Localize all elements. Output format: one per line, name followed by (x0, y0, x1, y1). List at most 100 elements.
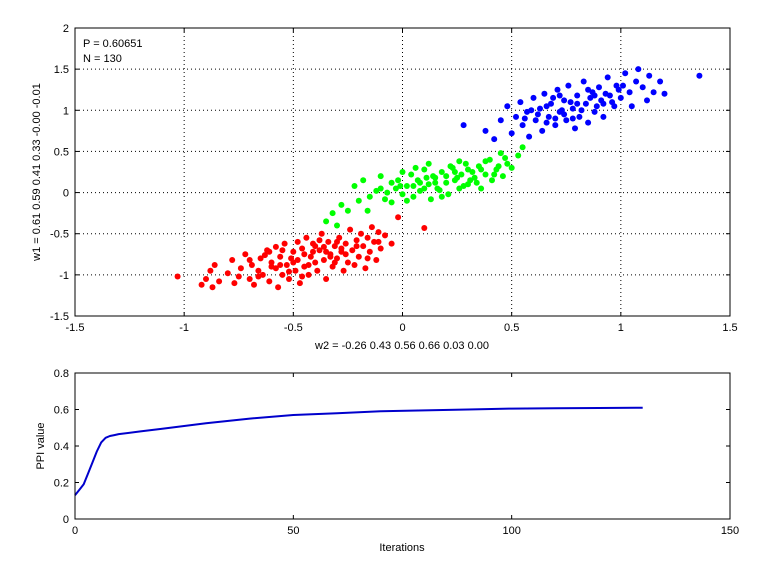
scatter-point (207, 267, 214, 274)
scatter-y-axis-label: w1 = 0.61 0.59 0.41 0.33 -0.00 -0.01 (31, 83, 43, 262)
y-tick-label: 0.2 (54, 478, 69, 490)
scatter-point (408, 171, 415, 178)
x-tick-label: -0.5 (284, 322, 303, 334)
scatter-point (299, 245, 306, 252)
scatter-point (447, 163, 454, 170)
y-tick-label: 0.4 (54, 441, 69, 453)
scatter-point (268, 259, 275, 266)
scatter-point (242, 251, 249, 258)
scatter-point (395, 177, 402, 184)
scatter-point (235, 273, 242, 280)
scatter-point (388, 179, 395, 186)
scatter-point (462, 160, 469, 167)
scatter-point (305, 271, 312, 278)
scatter-point (545, 113, 552, 120)
scatter-point (576, 113, 583, 120)
scatter-point (657, 78, 664, 85)
scatter-point (246, 276, 253, 282)
scatter-point (646, 72, 653, 79)
scatter-point (281, 240, 288, 247)
scatter-point (316, 237, 323, 244)
scatter-point (519, 144, 526, 151)
x-tick-label: 100 (502, 525, 520, 537)
scatter-point (403, 183, 410, 189)
scatter-point (482, 127, 489, 134)
scatter-point (209, 284, 216, 291)
scatter-point (458, 171, 465, 178)
scatter-point (410, 183, 417, 189)
x-tick-label: -1 (179, 322, 189, 334)
y-tick-label: 1.5 (54, 64, 69, 76)
scatter-point (412, 164, 419, 171)
scatter-point (502, 155, 509, 161)
scatter-point (482, 158, 489, 165)
scatter-point (388, 240, 395, 247)
scatter-point (521, 115, 528, 122)
scatter-point (344, 259, 351, 266)
scatter-point (554, 86, 561, 93)
scatter-x-axis-label: w2 = -0.26 0.43 0.56 0.66 0.03 0.00 (314, 340, 489, 352)
scatter-point (275, 284, 282, 291)
scatter-point (585, 119, 592, 126)
scatter-point (430, 173, 437, 180)
scatter-point (334, 222, 340, 229)
scatter-point (572, 125, 578, 132)
scatter-point (231, 280, 238, 287)
x-tick-label: 0 (399, 322, 405, 334)
scatter-point (251, 281, 257, 288)
scatter-point (340, 267, 347, 274)
scatter-point (421, 185, 428, 192)
scatter-point (347, 226, 354, 233)
line-plot: 0 50 100 150 0 0.2 0.4 0.6 0.8 Iterations PPI va… (35, 368, 739, 554)
scatter-point (565, 82, 572, 89)
scatter-point (283, 262, 290, 268)
scatter-point (375, 238, 382, 245)
scatter-point (277, 253, 284, 260)
scatter-point (382, 232, 388, 239)
scatter-point (526, 133, 533, 140)
scatter-point (360, 243, 367, 250)
scatter-point (574, 92, 581, 99)
scatter-point (373, 187, 380, 194)
line-axes-background (75, 373, 730, 519)
scatter-point (237, 265, 244, 272)
scatter-point (602, 90, 609, 97)
scatter-point (327, 253, 334, 260)
scatter-point (543, 103, 550, 110)
scatter-point (460, 122, 467, 129)
scatter-point (541, 90, 548, 97)
scatter-point (425, 181, 432, 188)
scatter-point (353, 237, 360, 244)
scatter-point (338, 201, 345, 208)
scatter-point (375, 229, 382, 236)
scatter-point (329, 210, 336, 217)
scatter-point (266, 278, 273, 285)
scatter-point (591, 92, 598, 99)
scatter-point (366, 248, 373, 255)
scatter-point (373, 257, 380, 263)
scatter-point (569, 105, 576, 112)
line-ticks: 0 50 100 150 0 0.2 0.4 0.6 0.8 (54, 368, 739, 537)
scatter-point (316, 247, 323, 254)
scatter-point (371, 238, 378, 245)
scatter-point (478, 166, 485, 173)
scatter-point (323, 276, 330, 282)
scatter-point (550, 94, 557, 101)
scatter-point (318, 230, 325, 237)
scatter-point (569, 115, 576, 122)
scatter-point (310, 248, 316, 255)
scatter-point (445, 191, 452, 198)
annotation-p-value: P = 0.60651 (83, 38, 142, 50)
scatter-point (556, 92, 563, 99)
scatter-point (290, 248, 297, 255)
scatter-point (303, 234, 310, 241)
scatter-point (530, 94, 537, 101)
scatter-point (294, 238, 301, 245)
scatter-point (358, 230, 364, 237)
scatter-point (203, 276, 209, 282)
scatter-point (427, 196, 434, 203)
scatter-point (561, 97, 568, 104)
scatter-point (224, 270, 231, 277)
scatter-point (454, 174, 461, 181)
